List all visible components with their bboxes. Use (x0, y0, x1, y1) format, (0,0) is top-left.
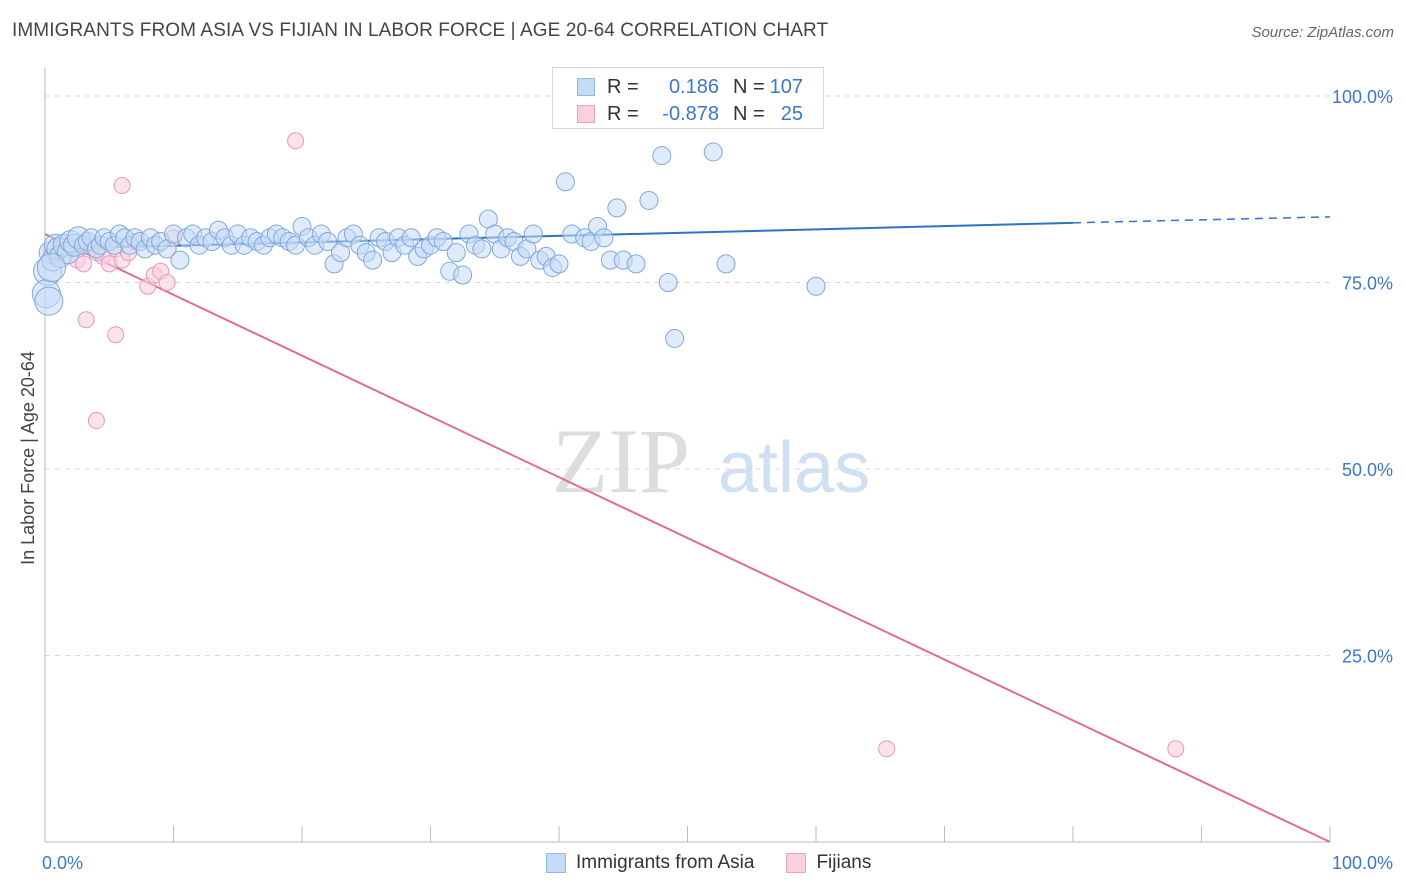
point-asia (446, 243, 466, 263)
watermark: ZIP atlas (552, 410, 870, 512)
chart-title: IMMIGRANTS FROM ASIA VS FIJIAN IN LABOR … (12, 20, 829, 41)
point-fijian (75, 255, 93, 273)
x-tick-label: 100.0% (1332, 853, 1393, 873)
point-asia (652, 146, 672, 166)
point-asia (555, 172, 575, 192)
point-asia (549, 254, 569, 274)
chart-source: Source: ZipAtlas.com (1251, 24, 1394, 41)
legend-row-fijian: R = -0.878 N = 25 (577, 101, 803, 127)
legend-n-label: N = (733, 75, 765, 98)
legend-r-value: -0.878 (662, 102, 719, 125)
point-fijian (113, 177, 131, 195)
legend-r-value: 0.186 (668, 75, 719, 98)
legend-row-asia: R = 0.186 N = 107 (577, 74, 803, 100)
point-asia (453, 265, 473, 285)
x-tick-label: 0.0% (42, 853, 83, 873)
legend-n-value: 25 (780, 102, 803, 125)
bottom-legend-label-fijian: Fijians (816, 852, 872, 873)
point-asia (472, 239, 492, 259)
point-asia (703, 142, 723, 162)
point-asia (658, 273, 678, 292)
point-fijian (87, 412, 105, 430)
trend-line-asia-extension (1072, 216, 1331, 224)
legend-n-value: 107 (769, 75, 803, 98)
bottom-legend: Immigrants from Asia Fijians (546, 852, 903, 874)
point-asia (363, 250, 383, 270)
watermark-atlas: atlas (718, 428, 870, 508)
y-tick-label: 50.0% (1342, 460, 1393, 480)
point-fijian (287, 132, 305, 150)
y-tick-label: 25.0% (1342, 647, 1393, 667)
bottom-legend-item-asia: Immigrants from Asia (546, 852, 754, 874)
y-axis-label: In Labor Force | Age 20-64 (18, 351, 38, 565)
point-asia (170, 250, 190, 270)
bottom-legend-label-asia: Immigrants from Asia (576, 852, 755, 873)
gridlines (45, 95, 1330, 656)
legend-swatch-asia (577, 78, 595, 96)
point-fijian (878, 740, 896, 758)
bottom-legend-item-fijian: Fijians (786, 852, 871, 874)
legend-r-label: R = (607, 102, 639, 125)
point-fijian (1167, 740, 1185, 758)
y-tick-label: 100.0% (1332, 87, 1393, 107)
point-asia (34, 286, 64, 316)
trend-lines (44, 216, 1331, 843)
legend-n-label: N = (733, 102, 765, 125)
point-asia (716, 254, 736, 274)
point-asia (318, 231, 338, 251)
legend-r-label: R = (607, 75, 639, 98)
point-asia (639, 190, 659, 210)
trend-line-fijian (44, 233, 1331, 843)
point-fijian (107, 326, 125, 344)
point-asia (523, 224, 543, 244)
legend: R = 0.186 N = 107 R = -0.878 N = 25 (552, 67, 824, 129)
watermark-zip: ZIP (552, 410, 690, 512)
legend-swatch-fijian (577, 105, 595, 123)
point-fijian (158, 274, 176, 291)
point-fijian (77, 311, 95, 329)
point-asia (665, 328, 685, 348)
tick-labels: 25.0% 50.0% 75.0% 100.0% 0.0% 100.0% (42, 87, 1393, 873)
axes (44, 68, 1331, 843)
point-asia (401, 228, 421, 248)
points (31, 90, 1185, 758)
bottom-legend-swatch-fijian (786, 853, 807, 873)
point-asia (626, 254, 646, 274)
point-asia (607, 198, 627, 218)
bottom-legend-swatch-asia (546, 853, 566, 873)
point-asia (433, 231, 453, 251)
y-tick-label: 75.0% (1342, 274, 1393, 294)
point-asia (594, 228, 614, 248)
point-asia (36, 253, 66, 283)
point-asia (806, 276, 826, 296)
